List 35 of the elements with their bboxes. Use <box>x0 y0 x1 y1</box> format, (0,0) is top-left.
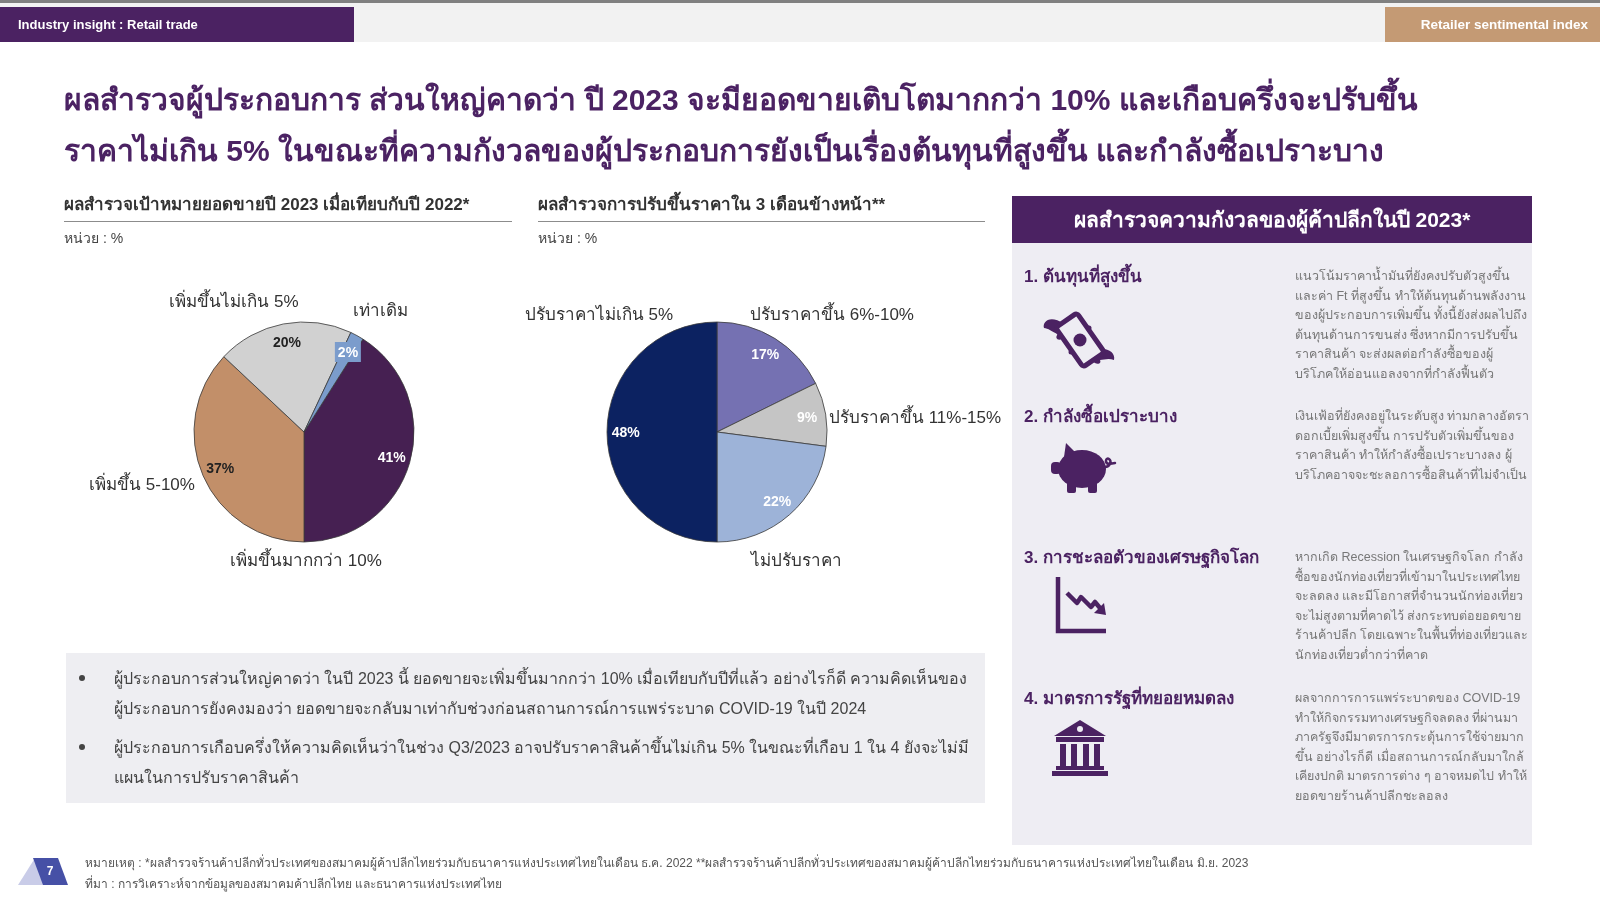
chart-subtitle: หน่วย : % <box>64 229 124 247</box>
data-label: 17% <box>751 345 780 364</box>
chart-subtitle: หน่วย : % <box>538 229 598 247</box>
slice-label: ปรับราคาขึ้น 11%-15% <box>828 407 1002 429</box>
text: ที่มา : การวิเคราะห์จากข้อมูลของสมาคมค้าปลีกไทย และธนาคารแห่งประเทศไทย <box>85 875 503 893</box>
data-label: 37% <box>206 459 235 478</box>
slice-label: เพิ่มขึ้นไม่เกิน 5% <box>169 291 299 313</box>
data-label: 20% <box>272 333 301 352</box>
data-label: 9% <box>796 408 818 427</box>
slice-label: เท่าเดิม <box>352 300 408 322</box>
text: ผลสำรวจความกังวลของผู้ค้าปลีกในปี 2023* <box>1012 196 1532 243</box>
text: ผู้ประกอบการส่วนใหญ่คาดว่า ในปี 2023 นี้ ยอดขายจะเพิ่มขึ้นมากกว่า 10% เมื่อเทียบกับปีที่แล้ว อย่างไรก็ดี ความคิดเห็นของผู้ประกอบการยังคงมองว่า ยอดขายจะกลับมาเท่ากับช่วงก่อนสถานการณ์การแพร่ระบาด COVID-19 ในปี 2024 <box>114 666 969 721</box>
text: ผลจากการการแพร่ระบาดของ COVID-19 ทำให้กิจกรรมทางเศรษฐกิจลดลง ที่ผ่านมาภาครัฐจึงมีมาตรการกระตุ้นการใช้จ่ายมากขึ้น อย่างไรก็ดี เมื่อสถานการณ์กลับมาใกล้เคียงปกติ มาตรการต่าง ๆ อาจหมดไป ทำให้ยอดขายร้านค้าปลีกชะลอลง <box>1295 690 1528 805</box>
text: หมายเหตุ : *ผลสำรวจร้านค้าปลีกทั่วประเทศของสมาคมผู้ค้าปลีกไทยร่วมกับธนาคารแห่งประเทศไทยในเดือน ธ.ค. 2022 **ผลสำรวจร้านค้าปลีกทั่วประเทศของสมาคมผู้ค้าปลีกไทยร่วมกับธนาคารแห่งประเทศไทยในเดือน มิ.ย. 2023 <box>85 854 1249 872</box>
text: แนวโน้มราคาน้ำมันที่ยังคงปรับตัวสูงขึ้น และค่า Ft ที่สูงขึ้น ทำให้ต้นทุนด้านพลังงานของผู้ประกอบการเพิ่มขึ้น ทั้งนี้ยังส่งผลไปถึงต้นทุนด้านการขนส่ง ซึ่งหากมีการปรับขึ้นราคาสินค้า จะส่งผลต่อกำลังซื้อของผู้บริโภคให้อ่อนแอลงจากที่กำลังฟื้นตัว <box>1295 267 1529 383</box>
text: ผู้ประกอบการเกือบครึ่งให้ความคิดเห็นว่าในช่วง Q3/2023 อาจปรับราคาสินค้าขึ้นไม่เกิน 5% ในขณะที่เกือบ 1 ใน 4 ยังจะไม่มีแผนในการปรับราคาสินค้า <box>114 735 970 788</box>
text: 4. มาตรการรัฐที่ทยอยหมดลง <box>1024 687 1234 711</box>
slice-label: ปรับราคาไม่เกิน 5% <box>524 304 674 326</box>
text: Industry insight : Retail trade <box>18 16 198 34</box>
text: หากเกิด Recession ในเศรษฐกิจโลก กำลังซื้อของนักท่องเที่ยวที่เข้ามาในประเทศไทยจะลดลง และมีโอกาสที่จำนวนนักท่องเที่ยวจะไม่สูงตามที่คาดไว้ ส่งกระทบต่อยอดขายร้านค้าปลีก โดยเฉพาะในพื้นที่ท่องเที่ยวและนักท่องเที่ยวต่ำกว่าที่คาด <box>1295 549 1530 664</box>
text: Retailer sentimental index <box>1420 16 1588 34</box>
text: เงินเฟ้อที่ยังคงอยู่ในระดับสูง ท่ามกลางอัตราดอกเบี้ยเพิ่มสูงขึ้น การปรับตัวเพิ่มขึ้นของราคาสินค้า ทำให้กำลังซื้อเปราะบางลง ผู้บริโภคอาจจะชะลอการซื้อสินค้าที่ไม่จำเป็น <box>1295 407 1531 484</box>
data-label: 22% <box>763 491 792 510</box>
slice-label: เพิ่มขึ้น 5-10% <box>89 474 195 496</box>
data-label: 2% <box>334 341 362 362</box>
text: 2. กำลังซื้อเปราะบาง <box>1024 405 1177 428</box>
text: 1. ต้นทุนที่สูงขึ้น <box>1024 265 1142 289</box>
data-label: 41% <box>377 448 406 467</box>
data-label: 48% <box>611 423 640 441</box>
slice-label: ปรับราคาขึ้น 6%-10% <box>750 304 914 326</box>
slice-label: เพิ่มขึ้นมากกว่า 10% <box>230 550 382 572</box>
text: 7 <box>46 864 54 878</box>
slice-label: ไม่ปรับราคา <box>750 550 842 572</box>
text: ผลสำรวจผู้ประกอบการ ส่วนใหญ่คาดว่า ปี 2023 จะมียอดขายเติบโตมากกว่า 10% และเกือบครึ่งจะปรับขึ้นราคาไม่เกิน 5% ในขณะที่ความกังวลของผู้ประกอบการยังเป็นเรื่องต้นทุนที่สูงขึ้น และกำลังซื้อเปราะบาง <box>64 76 1419 172</box>
text: 3. การชะลอตัวของเศรษฐกิจโลก <box>1024 546 1259 570</box>
